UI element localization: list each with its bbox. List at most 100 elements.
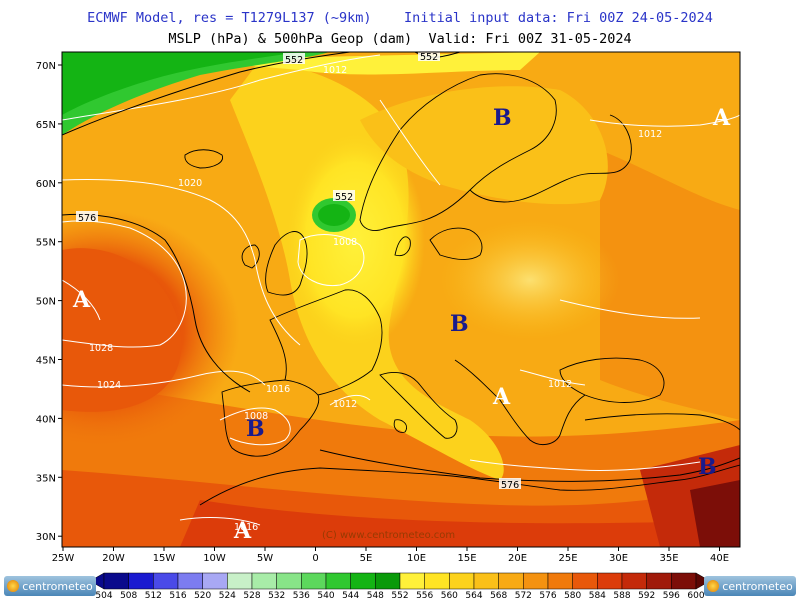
longitude-label: 25W [52, 553, 75, 564]
geop-label: 576 [78, 213, 96, 224]
high-pressure-center: A [233, 518, 252, 544]
legend-swatch [498, 572, 524, 590]
geopotential-contours [62, 52, 740, 482]
isobar-label: 1012 [548, 379, 572, 390]
high-pressure-center: A [492, 384, 511, 410]
isobar-label: 1024 [97, 380, 121, 391]
longitude-label: 5W [257, 553, 273, 564]
latitude-label: 55N [36, 238, 56, 249]
legend-value: 572 [515, 591, 532, 600]
legend-swatch [597, 572, 623, 590]
legend-value: 592 [638, 591, 655, 600]
isobar-label: 1012 [333, 399, 357, 410]
legend-value: 556 [416, 591, 433, 600]
legend-value: 580 [564, 591, 581, 600]
legend-swatch [276, 572, 302, 590]
latitude-label: 70N [36, 61, 56, 72]
legend-value: 540 [317, 591, 334, 600]
legend-swatch [646, 572, 672, 590]
legend-value: 532 [268, 591, 285, 600]
legend-value: 588 [613, 591, 630, 600]
latitude-label: 60N [36, 179, 56, 190]
latitude-label: 40N [36, 414, 56, 425]
legend-swatch [671, 572, 697, 590]
latitude-label: 30N [36, 532, 56, 543]
legend-value: 596 [663, 591, 680, 600]
isobar-label: 1028 [89, 343, 113, 354]
legend-swatch [375, 572, 401, 590]
legend-value: 576 [539, 591, 556, 600]
geop-label: 576 [501, 480, 519, 491]
pressure-centers: A B B B A A A B [72, 105, 731, 544]
low-pressure-center: B [246, 416, 265, 442]
legend-value: 568 [490, 591, 507, 600]
legend-swatch [473, 572, 499, 590]
low-pressure-center: B [450, 311, 469, 337]
centrometeo-logo-right: centrometeo [704, 576, 796, 596]
legend-swatch [399, 572, 425, 590]
legend-swatch [572, 572, 598, 590]
longitude-label: 5E [360, 553, 373, 564]
legend-value: 512 [145, 591, 162, 600]
geop-label: 552 [335, 192, 353, 203]
color-scale-legend: 504 508 512 516 520 524 528 532 536 540 544 548 552 5… [89, 572, 711, 600]
legend-swatch [301, 572, 327, 590]
legend-value: 520 [194, 591, 211, 600]
legend-value: 544 [342, 591, 359, 600]
logo-text: centrometeo [722, 579, 793, 593]
legend-swatch [177, 572, 203, 590]
chart-title: ECMWF Model, res = T1279L137 (~9km) Init… [87, 10, 713, 26]
isobars [62, 54, 740, 526]
legend-swatch [547, 572, 573, 590]
legend-swatch [325, 572, 351, 590]
legend-value: 564 [465, 591, 482, 600]
longitude-label: 20W [102, 553, 125, 564]
longitude-label: 30E [609, 553, 628, 564]
longitude-label: 0 [312, 553, 318, 564]
legend-swatch [227, 572, 253, 590]
latitude-axis: 70N 65N 60N 55N 50N 45N 40N 35N 30N [36, 61, 62, 543]
coastlines [184, 73, 740, 506]
geop-label: 552 [420, 52, 438, 63]
latitude-label: 35N [36, 473, 56, 484]
isobar-label: 1020 [178, 178, 202, 189]
legend-swatch [523, 572, 549, 590]
legend-swatch [350, 572, 376, 590]
legend-value: 504 [95, 591, 112, 600]
legend-value: 552 [391, 591, 408, 600]
legend-swatch [251, 572, 277, 590]
isobar-label: 1012 [323, 65, 347, 76]
legend-value: 584 [589, 591, 606, 600]
high-pressure-center: A [72, 287, 91, 313]
legend-swatch [621, 572, 647, 590]
latitude-label: 50N [36, 297, 56, 308]
longitude-label: 10W [203, 553, 226, 564]
latitude-label: 65N [36, 120, 56, 131]
isobar-labels: 1012 1020 1008 1028 1024 1016 1008 1012 … [89, 65, 662, 533]
legend-swatch [424, 572, 450, 590]
legend-swatch [103, 572, 129, 590]
isobar-label: 1012 [638, 129, 662, 140]
legend-value: 600 [687, 591, 704, 600]
chart-subtitle: MSLP (hPa) & 500hPa Geop (dam) Valid: Fr… [168, 31, 632, 47]
legend-arrow-high [695, 572, 711, 590]
longitude-label: 15E [457, 553, 476, 564]
legend-value: 560 [441, 591, 458, 600]
longitude-label: 20E [508, 553, 527, 564]
legend-value: 508 [120, 591, 137, 600]
legend-value: 536 [293, 591, 310, 600]
centrometeo-logo-left: centrometeo [4, 576, 96, 596]
isobar-label: 1008 [333, 237, 357, 248]
longitude-axis: 25W 20W 15W 10W 5W 0 5E 10E 15E 20E 25E 30E 35E 40E [52, 547, 729, 564]
legend-swatch [202, 572, 228, 590]
legend-swatch [153, 572, 179, 590]
isobar-label: 1016 [266, 384, 290, 395]
watermark: (C) www.centrometeo.com [322, 530, 455, 541]
legend-swatch [449, 572, 475, 590]
low-pressure-center: B [493, 105, 512, 131]
longitude-label: 10E [407, 553, 426, 564]
longitude-label: 35E [659, 553, 678, 564]
low-pressure-center: B [698, 454, 717, 480]
sun-icon [707, 580, 720, 592]
geopotential-field [62, 52, 740, 547]
